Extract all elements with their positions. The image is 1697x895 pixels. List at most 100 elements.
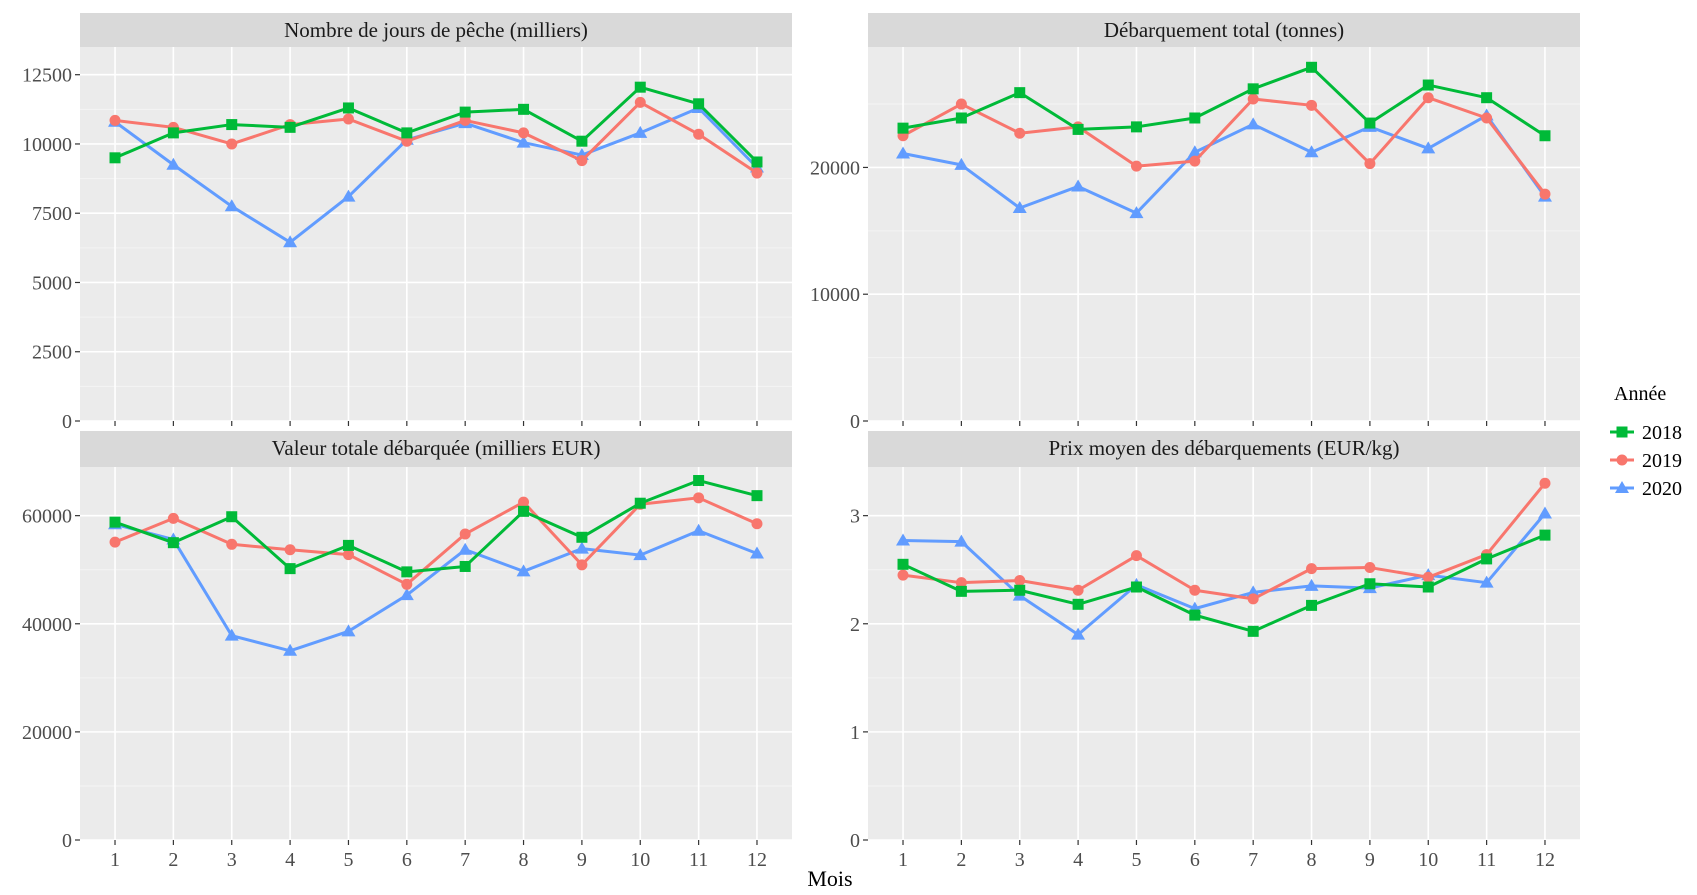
series-2019 (109, 492, 763, 590)
legend: Année 2018 2019 2020 (1610, 383, 1682, 500)
series-2018 (897, 61, 1551, 142)
x-tick-label: 4 (285, 849, 295, 871)
data-point (897, 569, 909, 581)
data-point (167, 537, 179, 549)
data-point (1306, 99, 1318, 111)
panel-strip (868, 13, 1580, 47)
panel-title: Nombre de jours de pêche (milliers) (284, 18, 588, 42)
y-tick-label: 2500 (32, 342, 72, 364)
data-point (1129, 206, 1144, 219)
panel-background (868, 467, 1580, 840)
data-point (224, 199, 239, 212)
data-point (1479, 575, 1494, 588)
data-point (955, 585, 967, 597)
data-point (516, 564, 531, 577)
data-point (167, 127, 179, 139)
series-line (902, 96, 1547, 195)
data-point (459, 560, 471, 572)
data-point (576, 559, 588, 571)
data-point (1014, 575, 1026, 587)
y-tick-label: 2 (850, 614, 860, 636)
data-point (1072, 123, 1084, 135)
x-tick-label: 7 (1248, 849, 1258, 871)
data-point (634, 96, 646, 108)
panel-2: Débarquement total (tonnes) 0 10000 20000 (810, 13, 1580, 433)
series-line (902, 65, 1546, 138)
panel-strip (80, 431, 792, 467)
data-point (693, 128, 705, 140)
data-point (109, 152, 121, 164)
x-tick-label: 12 (1535, 849, 1555, 871)
data-point (693, 492, 705, 504)
data-point (1014, 127, 1026, 139)
x-tick-label: 8 (519, 849, 529, 871)
data-point (1364, 578, 1376, 590)
y-tick-label: 60000 (22, 506, 72, 528)
y-tick-label: 20000 (22, 722, 72, 744)
y-tick-label: 0 (62, 411, 72, 433)
y-tick-label: 0 (62, 830, 72, 852)
data-point (955, 98, 967, 110)
series-2018 (109, 475, 763, 578)
data-point (1130, 160, 1142, 172)
y-tick-label: 40000 (22, 614, 72, 636)
data-point (226, 119, 238, 131)
y-tick-label: 0 (850, 411, 860, 433)
data-point (283, 235, 298, 248)
y-tick-label: 12500 (22, 65, 72, 87)
x-tick-label: 11 (689, 849, 708, 871)
y-tick-label: 10000 (810, 284, 860, 306)
panel-background (80, 47, 792, 421)
data-point (691, 523, 706, 536)
x-tick-label: 7 (460, 849, 470, 871)
data-point (693, 98, 705, 110)
series-line (114, 479, 758, 574)
data-point (167, 512, 179, 524)
x-tick-label: 10 (630, 849, 650, 871)
data-point (1189, 609, 1201, 621)
data-point (749, 546, 764, 559)
data-point (896, 146, 911, 159)
data-point (1539, 477, 1551, 489)
data-point (751, 167, 763, 179)
y-tick-label: 7500 (32, 203, 72, 225)
data-point (1539, 529, 1551, 541)
data-point (226, 511, 238, 523)
data-point (1422, 92, 1434, 104)
series-2018 (109, 81, 763, 168)
data-point (166, 157, 181, 170)
data-point (401, 135, 413, 147)
data-point (1247, 625, 1259, 637)
x-tick-label: 8 (1307, 849, 1317, 871)
x-tick-label: 6 (402, 849, 412, 871)
data-point (1304, 578, 1319, 591)
data-point (751, 518, 763, 530)
data-point (576, 531, 588, 543)
x-axis-title: Mois (807, 866, 852, 891)
legend-item-2020: 2020 (1610, 478, 1682, 500)
series-line (114, 522, 758, 653)
x-tick-label: 10 (1418, 849, 1438, 871)
data-point (516, 135, 531, 148)
x-tick-label: 9 (577, 849, 587, 871)
data-point (1421, 141, 1436, 154)
data-point (518, 127, 530, 139)
data-point (1189, 155, 1201, 167)
data-point (574, 541, 589, 554)
data-point (954, 534, 969, 547)
data-point (1247, 93, 1259, 105)
x-tick-label: 12 (747, 849, 767, 871)
data-point (459, 114, 471, 126)
data-point (1422, 79, 1434, 91)
data-point (1364, 562, 1376, 574)
panel-title: Débarquement total (tonnes) (1104, 18, 1344, 42)
data-point (1422, 571, 1434, 583)
data-point (896, 533, 911, 546)
x-tick-label: 1 (898, 849, 908, 871)
data-point (1130, 550, 1142, 562)
data-point (518, 103, 530, 115)
x-tick-label: 3 (1015, 849, 1025, 871)
data-point (751, 490, 763, 502)
panel-title: Valeur totale débarquée (milliers EUR) (272, 436, 601, 460)
